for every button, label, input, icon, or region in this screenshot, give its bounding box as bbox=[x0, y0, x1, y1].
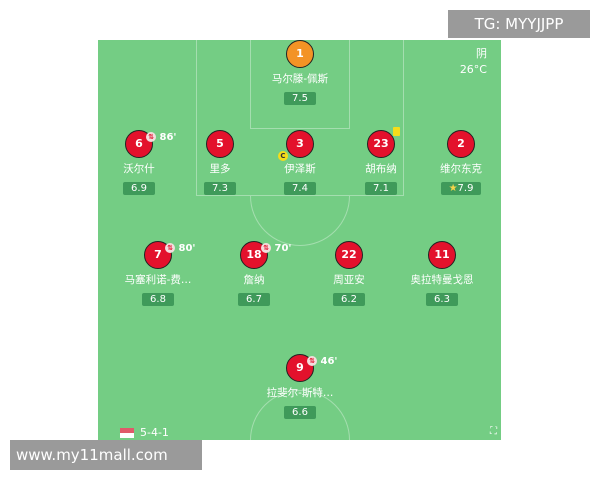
star-icon: ★ bbox=[448, 183, 458, 194]
substitution-icon: ⇅ bbox=[261, 243, 271, 253]
rating-value: 6.9 bbox=[131, 183, 147, 194]
player-rating: 6.9 bbox=[123, 182, 155, 195]
sub-minute: 80' bbox=[178, 243, 196, 254]
substitution: ⇅ 70' bbox=[261, 236, 291, 262]
player-number: 22 bbox=[335, 241, 363, 269]
weather-condition: 阴 bbox=[476, 47, 487, 60]
player-rating: 7.4 bbox=[284, 182, 316, 195]
player-9[interactable]: 9 ⇅ 46' 拉斐尔-斯特… 6.6 bbox=[240, 354, 360, 419]
substitution: ⇅ 86' bbox=[146, 125, 176, 151]
player-number: 18 ⇅ 70' bbox=[240, 241, 291, 269]
number: 6 bbox=[135, 137, 143, 150]
player-name: 沃尔什 bbox=[123, 163, 155, 175]
rating-value: 7.3 bbox=[212, 183, 228, 194]
number: 23 bbox=[373, 137, 389, 150]
player-number: 5 bbox=[206, 130, 234, 158]
sub-minute: 46' bbox=[320, 356, 338, 367]
number: 7 bbox=[154, 248, 162, 261]
player-rating: 7.5 bbox=[284, 92, 316, 105]
captain-badge: C bbox=[278, 151, 288, 161]
player-1[interactable]: 1 马尔滕-佩斯 7.5 bbox=[240, 40, 360, 105]
flag-icon bbox=[120, 428, 134, 438]
player-rating: 6.2 bbox=[333, 293, 365, 306]
player-name: 拉斐尔-斯特… bbox=[266, 387, 334, 399]
player-rating: 7.1 bbox=[365, 182, 397, 195]
goal-area bbox=[250, 40, 350, 129]
player-number: 9 ⇅ 46' bbox=[286, 354, 337, 382]
substitution: ⇅ 46' bbox=[307, 349, 337, 375]
rating-value: 6.2 bbox=[341, 294, 357, 305]
player-name: 奥拉特曼戈恩 bbox=[410, 274, 474, 286]
number: 18 bbox=[246, 248, 262, 261]
formation: 5-4-1 bbox=[140, 426, 169, 439]
rating-value: 7.9 bbox=[457, 183, 474, 194]
rating-value: 7.1 bbox=[373, 183, 389, 194]
penalty-area bbox=[196, 40, 404, 196]
substitution: ⇅ 80' bbox=[165, 236, 195, 262]
player-name: 胡布纳 bbox=[365, 163, 397, 175]
player-5[interactable]: 5 里多 7.3 bbox=[160, 130, 280, 195]
player-number: 6 ⇅ 86' bbox=[125, 130, 176, 158]
player-rating: 6.3 bbox=[426, 293, 458, 306]
substitution-icon: ⇅ bbox=[146, 132, 156, 142]
player-number: 11 bbox=[428, 241, 456, 269]
player-11[interactable]: 11 奥拉特曼戈恩 6.3 bbox=[382, 241, 502, 306]
player-number: 23 bbox=[367, 127, 400, 158]
rating-value: 6.6 bbox=[292, 407, 308, 418]
rating-value: 6.7 bbox=[246, 294, 262, 305]
number: 9 bbox=[296, 361, 304, 374]
number: 2 bbox=[457, 137, 465, 150]
player-name: 詹纳 bbox=[243, 274, 265, 286]
player-name: 马塞利诺-费… bbox=[124, 274, 192, 286]
rating-value: 6.8 bbox=[150, 294, 166, 305]
number: 22 bbox=[341, 248, 357, 261]
share-icon[interactable]: ⛶ bbox=[490, 426, 497, 437]
player-rating: 6.7 bbox=[238, 293, 270, 306]
player-rating: 7.3 bbox=[204, 182, 236, 195]
player-number: 1 bbox=[286, 40, 314, 68]
yellow-card-icon bbox=[393, 127, 400, 136]
player-name: 维尔东克 bbox=[440, 163, 482, 175]
substitution-icon: ⇅ bbox=[165, 243, 175, 253]
player-name: 马尔滕-佩斯 bbox=[271, 73, 329, 85]
number: 5 bbox=[216, 137, 224, 150]
substitution-icon: ⇅ bbox=[307, 356, 317, 366]
number: 3 bbox=[296, 137, 304, 150]
player-name: 伊泽斯 bbox=[284, 163, 316, 175]
player-rating: 6.6 bbox=[284, 406, 316, 419]
number: 11 bbox=[434, 248, 450, 261]
player-name: 里多 bbox=[209, 163, 231, 175]
player-number: 2 bbox=[447, 130, 475, 158]
player-7[interactable]: 7 ⇅ 80' 马塞利诺-费… 6.8 bbox=[98, 241, 218, 306]
player-number: 7 ⇅ 80' bbox=[144, 241, 195, 269]
watermark-top: TG: MYYJJPP bbox=[448, 10, 590, 38]
number: 1 bbox=[296, 47, 304, 60]
sub-minute: 70' bbox=[274, 243, 292, 254]
player-23[interactable]: 23 胡布纳 7.1 bbox=[321, 127, 441, 195]
rating-value: 6.3 bbox=[434, 294, 450, 305]
player-name: 周亚安 bbox=[333, 274, 365, 286]
sub-minute: 86' bbox=[159, 132, 177, 143]
weather: 阴 26°C bbox=[460, 46, 487, 78]
rating-value: 7.5 bbox=[292, 93, 308, 104]
player-rating: ★7.9 bbox=[440, 182, 482, 195]
player-18[interactable]: 18 ⇅ 70' 詹纳 6.7 bbox=[194, 241, 314, 306]
temperature: 26°C bbox=[459, 63, 487, 76]
player-6[interactable]: 6 ⇅ 86' 沃尔什 6.9 bbox=[79, 130, 199, 195]
player-2[interactable]: 2 维尔东克 ★7.9 bbox=[401, 130, 521, 195]
player-rating: 6.8 bbox=[142, 293, 174, 306]
watermark-bottom: www.my11mall.com bbox=[10, 440, 202, 470]
rating-value: 7.4 bbox=[292, 183, 308, 194]
player-22[interactable]: 22 周亚安 6.2 bbox=[289, 241, 409, 306]
